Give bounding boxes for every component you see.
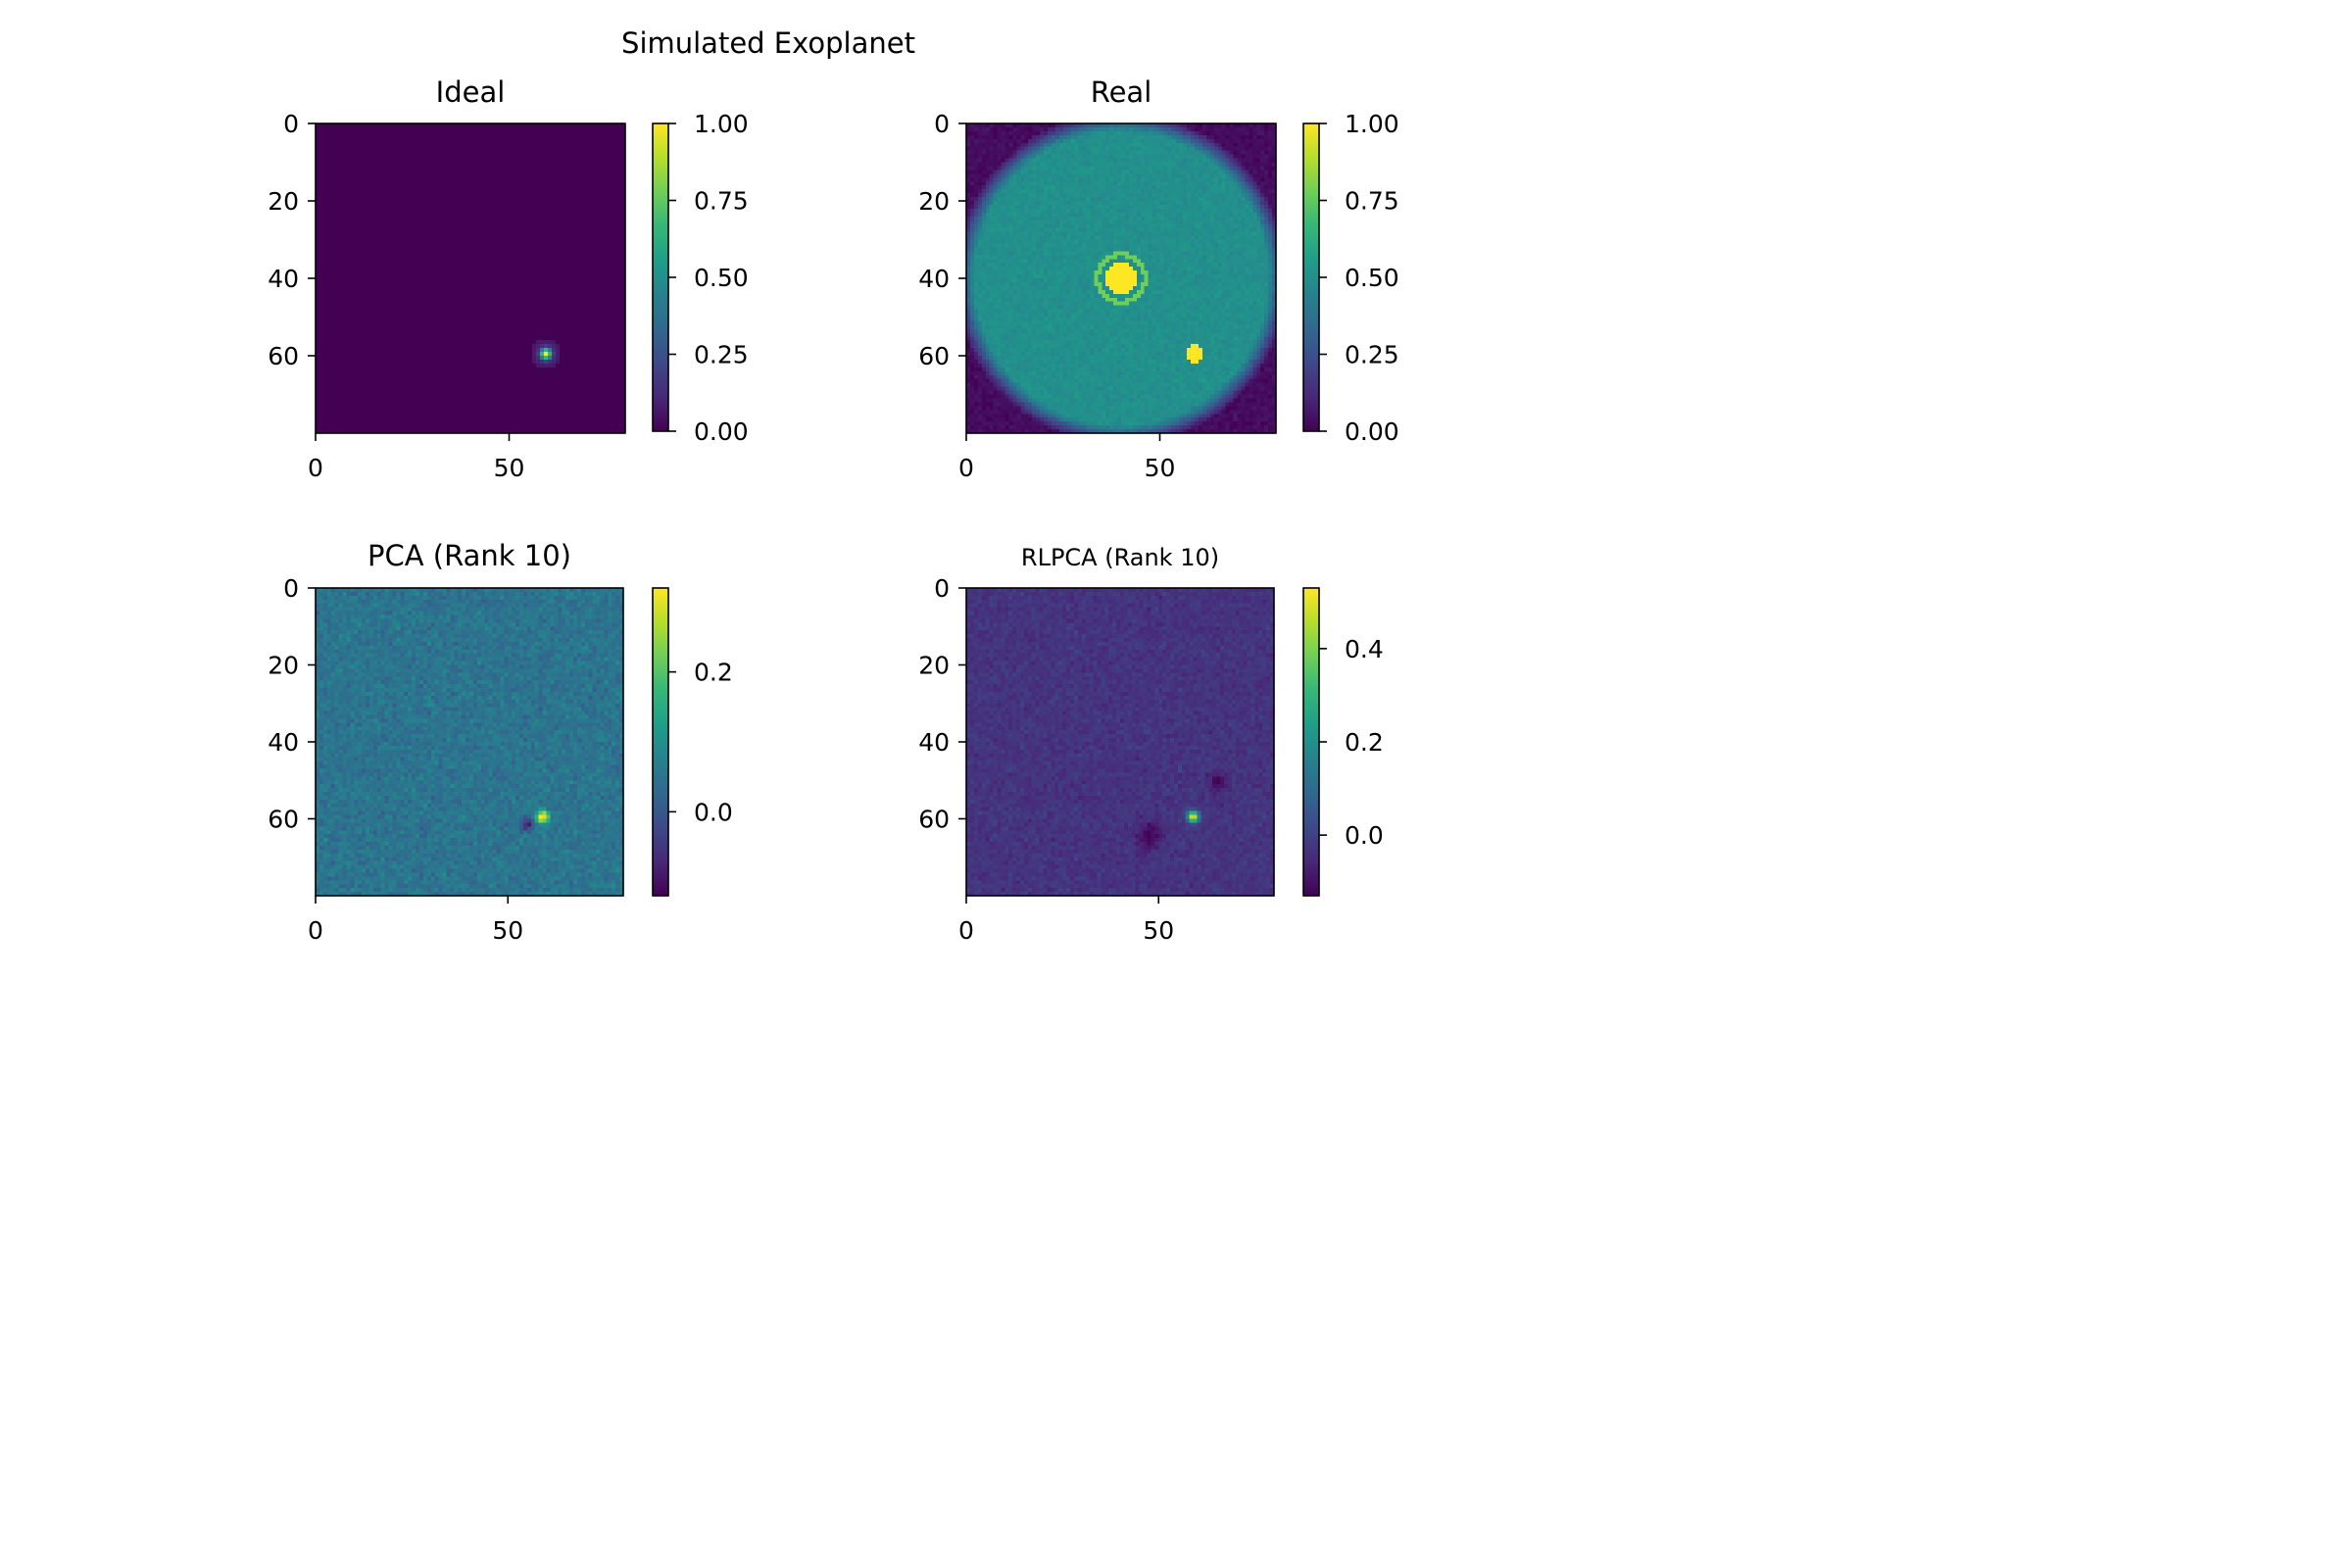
panel-title-ideal: Ideal <box>436 75 506 109</box>
x-tick-label: 50 <box>494 454 525 482</box>
colorbar-tick-label: 1.00 <box>1345 110 1399 138</box>
y-tick-label: 0 <box>934 574 950 603</box>
y-tick-label: 60 <box>268 342 299 370</box>
panel-title-rlpca: RLPCA (Rank 10) <box>1021 544 1219 571</box>
x-tick-label: 0 <box>958 454 974 482</box>
colorbar-real <box>1302 122 1320 432</box>
y-tick-label: 20 <box>268 187 299 216</box>
x-tick-label: 0 <box>308 454 323 482</box>
y-tick-label: 0 <box>283 574 299 603</box>
x-tick-label: 50 <box>492 916 523 945</box>
colorbar-tick-label: 0.00 <box>694 417 749 446</box>
heatmap-image-pca <box>316 588 623 896</box>
y-tick-label: 20 <box>268 652 299 680</box>
colorbar-tick-label: 0.75 <box>694 187 749 216</box>
y-tick-label: 60 <box>268 806 299 834</box>
colorbar-tick-label: 0.50 <box>694 264 749 292</box>
heatmap-image-ideal <box>316 123 625 433</box>
colorbar-tick-label: 0.2 <box>1345 728 1384 757</box>
y-tick-label: 40 <box>918 728 950 757</box>
colorbar-tick-label: 0.4 <box>1345 635 1384 663</box>
colorbar-tick-label: 0.0 <box>694 798 733 826</box>
colorbar-ideal <box>652 122 669 432</box>
x-tick-label: 50 <box>1145 454 1176 482</box>
y-tick-label: 0 <box>283 110 299 138</box>
y-tick-label: 20 <box>918 652 950 680</box>
colorbar-tick-label: 0.75 <box>1345 187 1399 216</box>
colorbar-tick-label: 0.25 <box>694 341 749 369</box>
panel-rlpca: RLPCA (Rank 10) 0 50 0 20 40 60 0.0 0.2 0.4 <box>918 544 1384 945</box>
colorbar-tick-label: 0.2 <box>694 659 733 687</box>
panel-ideal: Ideal 0 50 0 20 40 60 0.00 0.25 0.50 0.75 1.00 <box>268 75 748 482</box>
panel-pca: PCA (Rank 10) 0 50 0 20 40 60 0.0 0.2 <box>268 539 733 945</box>
heatmap-image-rlpca <box>966 588 1274 896</box>
x-tick-label: 0 <box>958 916 974 945</box>
x-tick-label: 0 <box>308 916 323 945</box>
colorbar-rlpca <box>1302 587 1320 897</box>
x-tick-label: 50 <box>1143 916 1174 945</box>
y-tick-label: 60 <box>918 806 950 834</box>
y-tick-label: 20 <box>918 187 950 216</box>
panel-real: Real 0 50 0 20 40 60 0.00 0.25 0.50 0.75 1.00 <box>918 75 1398 482</box>
panel-title-real: Real <box>1091 75 1152 109</box>
colorbar-tick-label: 0.25 <box>1345 341 1399 369</box>
panel-title-pca: PCA (Rank 10) <box>368 539 571 572</box>
y-tick-label: 40 <box>268 265 299 293</box>
y-tick-label: 40 <box>918 265 950 293</box>
y-tick-label: 0 <box>934 110 950 138</box>
y-tick-label: 40 <box>268 728 299 757</box>
figure-suptitle: Simulated Exoplanet <box>621 26 915 60</box>
colorbar-tick-label: 0.50 <box>1345 264 1399 292</box>
colorbar-tick-label: 0.0 <box>1345 821 1384 850</box>
heatmap-image-real <box>966 123 1276 433</box>
colorbar-tick-label: 0.00 <box>1345 417 1399 446</box>
colorbar-pca <box>652 587 669 897</box>
y-tick-label: 60 <box>918 342 950 370</box>
colorbar-tick-label: 1.00 <box>694 110 749 138</box>
